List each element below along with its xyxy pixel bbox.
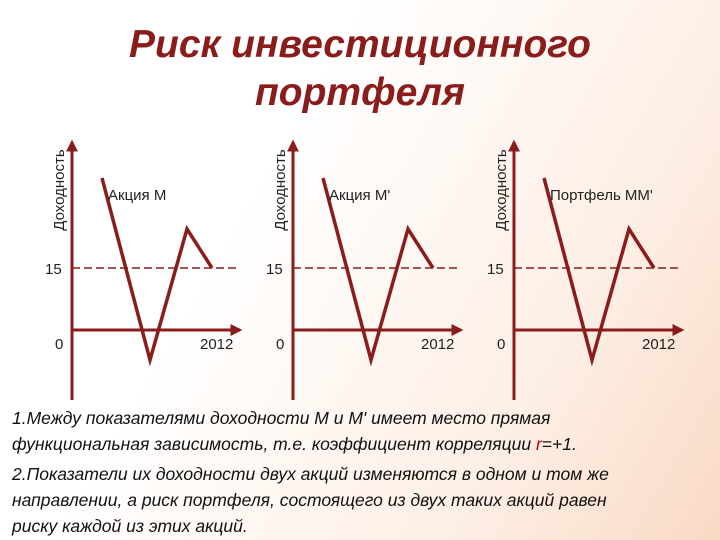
title-line: портфеля (255, 71, 465, 114)
title-line: Риск инвестиционного (129, 23, 591, 66)
panel: Доходность Акция М' 15 0 2012 (266, 139, 464, 400)
text-run: функциональная зависимость, т.е. коэффиц… (12, 434, 536, 454)
level-label: 15 (487, 261, 504, 278)
text-run: направлении, а риск портфеля, состоящего… (12, 490, 607, 510)
text-run: риску каждой из этих акций. (12, 516, 248, 536)
end-label: 2012 (642, 336, 675, 353)
axis-label: Доходность (51, 149, 68, 231)
text-run: =+1. (541, 434, 577, 454)
text-run: r (535, 434, 542, 454)
panel: Доходность Акция М 15 0 2012 (45, 139, 243, 400)
series-label: Портфель ММ' (550, 187, 653, 204)
panels: Доходность Акция М 15 0 2012 Доходность Акция … (45, 139, 685, 400)
origin-label: 0 (55, 336, 63, 353)
end-label: 2012 (200, 336, 233, 353)
zigzag (321, 177, 435, 367)
paragraph: 1.Между показателями доходности М и М' и… (12, 405, 577, 457)
zigzag (542, 177, 656, 367)
series-label: Акция М (108, 187, 166, 204)
text-run: 2.Показатели их доходности двух акций из… (12, 464, 609, 484)
level-label: 15 (45, 261, 62, 278)
text-run: 1.Между показателями доходности М и М' и… (12, 408, 551, 428)
origin-label: 0 (276, 336, 284, 353)
axis-label: Доходность (272, 149, 289, 231)
zigzag (100, 177, 214, 367)
level-label: 15 (266, 261, 283, 278)
series-label: Акция М' (329, 187, 390, 204)
panel: Доходность Портфель ММ' 15 0 2012 (487, 139, 685, 400)
origin-label: 0 (497, 336, 505, 353)
axis-label: Доходность (493, 149, 510, 231)
paragraph: 2.Показатели их доходности двух акций из… (12, 461, 609, 539)
end-label: 2012 (421, 336, 454, 353)
